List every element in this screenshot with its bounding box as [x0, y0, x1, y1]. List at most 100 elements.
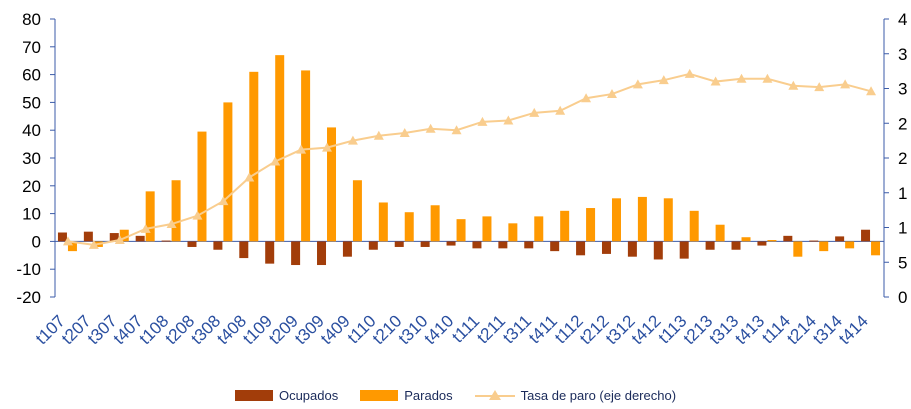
bar-ocupados [161, 240, 171, 242]
y2-tick-label: 3 [898, 80, 907, 99]
bar-parados [119, 229, 129, 242]
legend-item-tasa: Tasa de paro (eje derecho) [474, 388, 677, 403]
bar-parados [767, 240, 777, 242]
y2-tick-label: 5 [898, 253, 907, 272]
line-tasa-de-paro [67, 72, 872, 246]
bar-parados [689, 210, 699, 242]
marker-tasa-de-paro [166, 219, 177, 229]
bar-ocupados [368, 241, 378, 250]
bar-ocupados [213, 241, 223, 250]
bar-parados [171, 180, 181, 242]
bar-parados [197, 131, 207, 242]
bar-parados [456, 219, 466, 242]
bar-parados [352, 180, 362, 242]
y2-tick-label: 4 [898, 10, 907, 29]
bar-ocupados [757, 241, 767, 246]
bar-ocupados [472, 241, 482, 249]
bar-ocupados [627, 241, 637, 257]
y-tick-label: 20 [22, 177, 41, 196]
legend-item-ocupados: Ocupados [234, 388, 339, 403]
bar-parados [508, 223, 518, 242]
y-tick-label: 0 [32, 232, 41, 251]
bar-ocupados [57, 232, 67, 242]
legend-swatch-tasa [474, 389, 515, 402]
y2-tick-label: 2 [898, 149, 907, 168]
marker-tasa-de-paro [529, 107, 540, 117]
bar-ocupados [809, 240, 819, 242]
legend-swatch-ocupados [234, 390, 273, 401]
bar-parados [586, 208, 596, 242]
bar-ocupados [550, 241, 560, 252]
x-tick-label: t414 [835, 311, 872, 348]
y-tick-label: -20 [16, 288, 41, 307]
bar-ocupados [394, 241, 404, 247]
legend-label-tasa: Tasa de paro (eje derecho) [520, 388, 677, 403]
marker-tasa-de-paro [866, 86, 877, 96]
bar-parados [819, 241, 829, 252]
bar-ocupados [731, 241, 741, 250]
y-tick-label: 80 [22, 10, 41, 29]
marker-tasa-de-paro [347, 135, 358, 145]
marker-tasa-de-paro [244, 172, 255, 182]
marker-tasa-de-paro [840, 79, 851, 89]
bar-parados [223, 102, 233, 242]
bar-ocupados [601, 241, 611, 254]
bar-ocupados [705, 241, 715, 250]
marker-tasa-de-paro [658, 75, 669, 85]
bar-parados [145, 191, 155, 242]
y-tick-label: 50 [22, 93, 41, 112]
bar-parados [430, 205, 440, 242]
bar-ocupados [783, 235, 793, 242]
legend: Ocupados Parados Tasa de paro (eje derec… [0, 388, 911, 403]
bar-parados [378, 202, 388, 242]
bar-parados [534, 216, 544, 242]
bar-parados [327, 127, 337, 242]
bar-ocupados [653, 241, 663, 260]
marker-tasa-de-paro [114, 235, 125, 245]
bar-parados [715, 224, 725, 242]
bar-ocupados [317, 241, 327, 266]
marker-tasa-de-paro [399, 127, 410, 137]
bar-ocupados [109, 233, 119, 242]
y2-tick-label: 0 [898, 288, 907, 307]
bar-ocupados [524, 241, 534, 249]
bar-ocupados [835, 236, 845, 242]
marker-tasa-de-paro [606, 89, 617, 99]
bar-ocupados [498, 241, 508, 249]
y2-tick-label: 2 [898, 114, 907, 133]
y2-tick-label: 1 [898, 184, 907, 203]
bar-parados [67, 241, 77, 252]
marker-tasa-de-paro [296, 144, 307, 154]
bar-ocupados [342, 241, 352, 257]
legend-label-parados: Parados [404, 388, 453, 403]
bar-parados [301, 70, 311, 242]
marker-tasa-de-paro [710, 76, 721, 86]
bar-parados [871, 241, 881, 256]
marker-tasa-de-paro [62, 236, 73, 246]
bar-ocupados [187, 241, 197, 247]
bar-ocupados [576, 241, 586, 256]
legend-swatch-parados [360, 390, 399, 401]
bar-parados [637, 196, 647, 242]
bar-parados [611, 198, 621, 242]
y2-tick-label: 1 [898, 219, 907, 238]
bar-parados [404, 212, 414, 242]
legend-label-ocupados: Ocupados [278, 388, 339, 403]
bar-ocupados [135, 235, 145, 242]
marker-tasa-de-paro [736, 73, 747, 83]
marker-tasa-de-paro [322, 142, 333, 152]
marker-tasa-de-paro [814, 82, 825, 92]
marker-tasa-de-paro [140, 223, 151, 233]
marker-tasa-de-paro [503, 115, 514, 125]
bar-parados [249, 71, 259, 242]
y-tick-label: 40 [22, 121, 41, 140]
chart: -20-10010203040506070800511223344t107t20… [16, 10, 907, 348]
marker-tasa-de-paro [581, 93, 592, 103]
bar-ocupados [83, 231, 93, 242]
marker-tasa-de-paro [425, 123, 436, 133]
marker-tasa-de-paro [373, 130, 384, 140]
marker-tasa-de-paro [218, 196, 229, 206]
bar-parados [560, 210, 570, 242]
y-tick-label: 10 [22, 205, 41, 224]
marker-tasa-de-paro [555, 105, 566, 115]
